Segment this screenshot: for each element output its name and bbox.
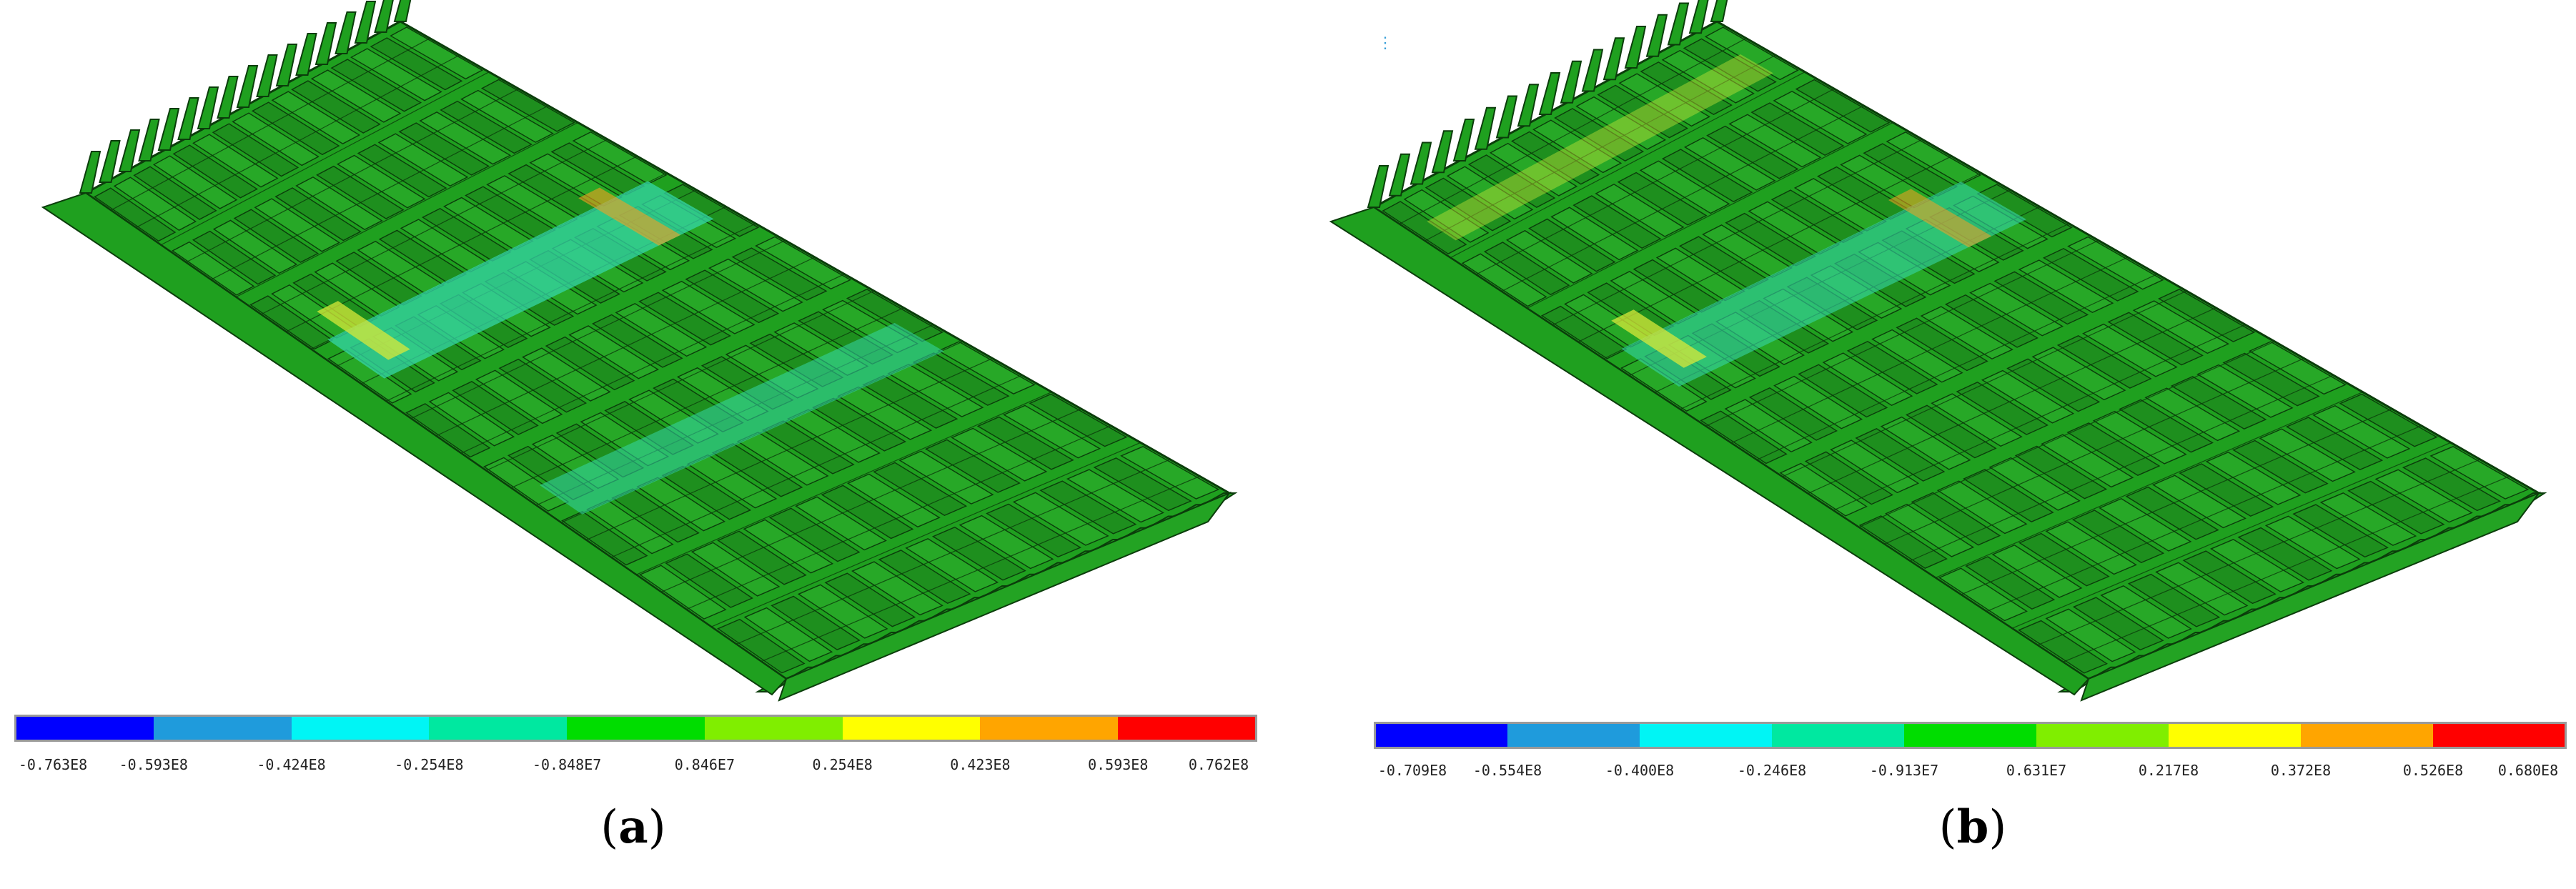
- legend-tick-label: -0.709E8: [1377, 762, 1447, 779]
- legend-swatch: [1118, 716, 1256, 740]
- caption-letter: b: [1956, 800, 1989, 854]
- legend-swatch: [1904, 723, 2036, 748]
- legend-tick-label: 0.254E8: [812, 756, 873, 773]
- legend-tick-label: -0.913E7: [1869, 762, 1939, 779]
- legend-swatch: [291, 716, 430, 740]
- legend-swatch: [1375, 723, 1507, 748]
- legend-tick-label: 0.217E8: [2138, 762, 2199, 779]
- legend-tick-label: -0.246E8: [1737, 762, 1807, 779]
- panel-b: ⋮ -0.709E8 -0.554E8 -0.400E8 -0.246E8 -0.913…: [1288, 0, 2576, 889]
- panel-caption: (b): [1938, 800, 2007, 854]
- color-legend-bar: [1375, 723, 2565, 748]
- legend-swatch: [704, 716, 843, 740]
- legend-tick-label: -0.400E8: [1605, 762, 1675, 779]
- legend-tick-labels: -0.763E8 -0.593E8 -0.424E8 -0.254E8 -0.848E7…: [16, 756, 1256, 778]
- legend-tick-label: 0.762E8: [1188, 756, 1249, 773]
- legend-tick-label: 0.423E8: [950, 756, 1011, 773]
- legend-tick-label: -0.554E8: [1472, 762, 1542, 779]
- legend-tick-label: 0.526E8: [2402, 762, 2464, 779]
- legend-tick-labels: -0.709E8 -0.554E8 -0.400E8 -0.246E8 -0.913E7…: [1375, 762, 2565, 783]
- panel-a: -0.763E8 -0.593E8 -0.424E8 -0.254E8 -0.848E7…: [14, 0, 1257, 854]
- caption-letter: a: [618, 800, 648, 854]
- legend-tick-label: 0.593E8: [1088, 756, 1149, 773]
- legend-swatch: [2433, 723, 2565, 748]
- wing-model-a: [41, 0, 1238, 702]
- legend-tick-label: -0.254E8: [395, 756, 464, 773]
- wing-model-b: [1329, 0, 2547, 702]
- legend-swatch: [842, 716, 981, 740]
- legend-tick-label: -0.848E7: [532, 756, 602, 773]
- window-marker: ⋮: [1377, 34, 1393, 52]
- legend-swatch: [2169, 723, 2301, 748]
- legend-swatch: [16, 716, 154, 740]
- legend-tick-label: 0.680E8: [2497, 762, 2559, 779]
- legend-swatch: [2036, 723, 2169, 748]
- legend-swatch: [980, 716, 1119, 740]
- legend-tick-label: -0.763E8: [18, 756, 88, 773]
- legend-tick-label: -0.424E8: [257, 756, 326, 773]
- legend-tick-label: -0.593E8: [119, 756, 188, 773]
- legend-tick-label: 0.846E7: [674, 756, 735, 773]
- legend-swatch: [567, 716, 705, 740]
- legend-tick-label: 0.631E7: [2006, 762, 2067, 779]
- panel-caption: (a): [600, 800, 666, 854]
- color-legend-bar: [16, 716, 1256, 740]
- legend-swatch: [2301, 723, 2433, 748]
- legend-swatch: [1772, 723, 1904, 748]
- legend-swatch: [153, 716, 292, 740]
- legend-tick-label: 0.372E8: [2270, 762, 2332, 779]
- legend-swatch: [1640, 723, 1772, 748]
- legend-swatch: [1507, 723, 1640, 748]
- legend-swatch: [429, 716, 568, 740]
